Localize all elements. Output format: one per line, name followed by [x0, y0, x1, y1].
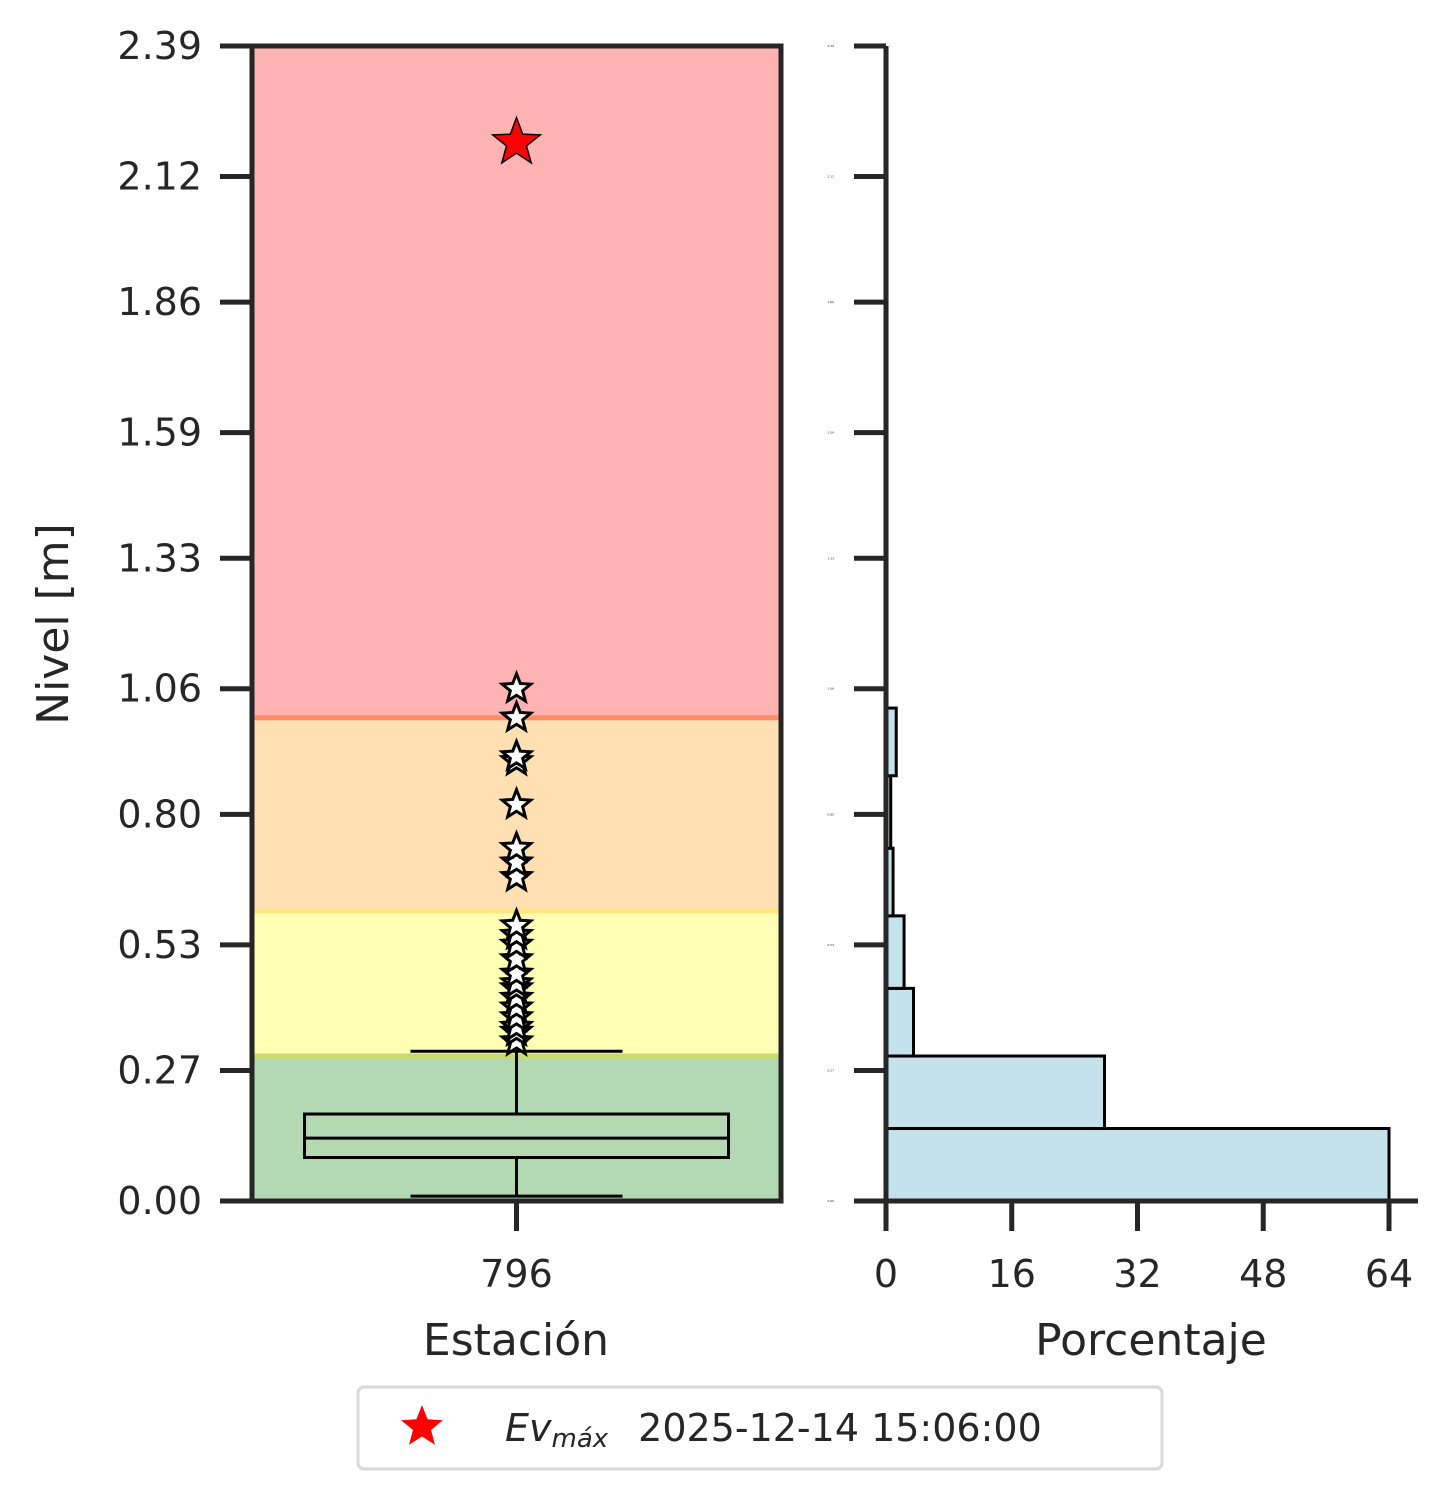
- histogram-x-tick-label-1: 16: [988, 1252, 1036, 1296]
- histogram-y-tick-label-1: 0.27: [827, 1069, 834, 1073]
- max-event-marker-group: [490, 115, 543, 165]
- histogram-x-tick-label-4: 64: [1365, 1252, 1413, 1296]
- legend-label: Evmáx 2025-12-14 15:06:00: [505, 1406, 1042, 1454]
- histogram-y-tick-label-9: 2.39: [827, 44, 834, 48]
- boxplot-y-tick-label-4: 1.06: [117, 667, 202, 711]
- histogram-x-axis-label: Porcentaje: [1035, 1315, 1267, 1366]
- boxplot-panel: 0.00 0.27 0.53 0.80 1.06 1.33 1.59 1.86 2.12 2.39…: [28, 24, 784, 1366]
- histogram-y-tick-label-3: 0.80: [827, 812, 834, 816]
- boxplot-y-tick-label-5: 1.33: [117, 536, 202, 580]
- legend-star-icon: [401, 1405, 443, 1445]
- boxplot: [303, 1049, 730, 1198]
- histogram-x-tick-label-0: 0: [874, 1252, 898, 1296]
- outlier-markers: [498, 669, 535, 1057]
- boxplot-y-tick-label-9: 2.39: [117, 24, 202, 68]
- outlier-point-9: [498, 940, 535, 975]
- histogram-x-tick-label-2: 32: [1113, 1252, 1161, 1296]
- legend-label-sub: máx: [552, 1424, 609, 1454]
- outlier-point-19: [498, 698, 535, 734]
- box-iqr: [303, 1112, 730, 1160]
- boxplot-y-tick-label-6: 1.59: [117, 411, 202, 455]
- boxplot-y-tick-label-1: 0.27: [117, 1049, 202, 1093]
- legend-frame: [356, 1385, 1164, 1471]
- outlier-point-12: [498, 906, 535, 942]
- legend-label-date: 2025-12-14 15:06:00: [638, 1406, 1042, 1450]
- outlier-point-8: [498, 954, 535, 990]
- histogram-bar-2: [884, 986, 916, 1058]
- boxplot-x-tick-label-0: 796: [480, 1252, 553, 1296]
- boxplot-y-ticks: 0.00 0.27 0.53 0.80 1.06 1.33 1.59 1.86 2.12 2.39: [117, 24, 252, 1223]
- legend-label-main: Ev: [505, 1406, 552, 1450]
- threshold-band-3: [252, 46, 781, 718]
- outlier-point-16: [498, 785, 535, 821]
- histogram-bar-1: [884, 1054, 1106, 1131]
- histogram-x-tick-label-3: 48: [1239, 1252, 1287, 1296]
- boxplot-x-ticks: 796: [480, 1201, 553, 1296]
- outlier-point-20: [498, 669, 535, 705]
- legend: Evmáx 2025-12-14 15:06:00: [356, 1385, 1164, 1471]
- outlier-point-13: [498, 858, 535, 893]
- boxplot-y-tick-label-8: 2.12: [117, 154, 202, 198]
- max-event-point: [490, 115, 543, 165]
- histogram-y-tick-label-0: 0.00: [827, 1199, 834, 1203]
- histogram-bars: [884, 706, 1391, 1203]
- boxplot-y-tick-label-2: 0.53: [117, 923, 202, 967]
- boxplot-y-axis-label: Nivel [m]: [28, 523, 79, 725]
- histogram-y-tick-label-6: 1.59: [827, 431, 834, 435]
- histogram-y-tick-label-5: 1.33: [827, 556, 834, 560]
- histogram-y-tick-label-7: 1.86: [827, 300, 834, 304]
- outlier-point-14: [498, 843, 535, 879]
- histogram-x-ticks: 0 16 32 48 64: [874, 1201, 1413, 1296]
- outlier-point-18: [498, 737, 535, 772]
- histogram-y-tick-label-8: 2.12: [827, 174, 834, 178]
- boxplot-y-tick-label-7: 1.86: [117, 280, 202, 324]
- histogram-panel: 0.00 0.27 0.53 0.80 1.06 1.33 1.59 1.86 2.12 2.39…: [827, 43, 1418, 1366]
- histogram-bar-3: [884, 914, 906, 990]
- boxplot-x-axis-label: Estación: [423, 1315, 609, 1366]
- boxplot-y-tick-label-0: 0.00: [117, 1179, 202, 1223]
- histogram-y-tick-label-4: 1.06: [827, 687, 834, 691]
- boxplot-y-tick-label-3: 0.80: [117, 792, 202, 836]
- histogram-y-tick-label-2: 0.53: [827, 943, 834, 947]
- histogram-bar-0: [884, 1127, 1391, 1203]
- outlier-point-15: [498, 829, 535, 864]
- histogram-y-ticks: 0.00 0.27 0.53 0.80 1.06 1.33 1.59 1.86 2.12 2.39: [827, 43, 886, 1204]
